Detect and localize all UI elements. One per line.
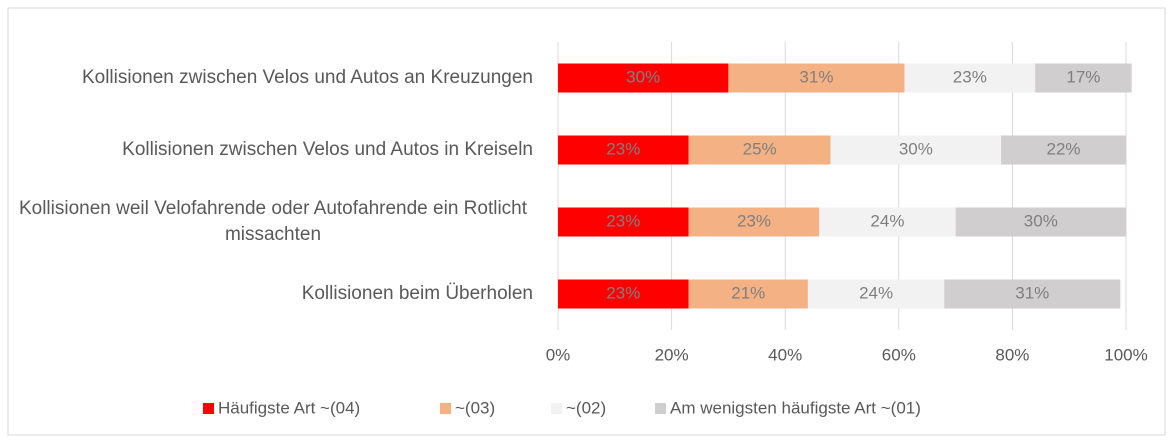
x-tick-label: 60% bbox=[882, 345, 916, 364]
x-tick-label: 20% bbox=[655, 345, 689, 364]
bar-segment bbox=[819, 207, 956, 237]
bar-segment bbox=[944, 279, 1121, 309]
legend-label: Häufigste Art ~(04) bbox=[218, 398, 360, 417]
bar-segment bbox=[807, 279, 945, 309]
data-label: 31% bbox=[1015, 283, 1049, 302]
bar-segment bbox=[1001, 135, 1126, 165]
category-label: Kollisionen weil Velofahrende oder Autof… bbox=[13, 196, 533, 248]
category-text: Kollisionen beim Überholen bbox=[301, 283, 533, 304]
category-text: Kollisionen zwischen Velos und Autos an … bbox=[81, 67, 533, 88]
bar-segment bbox=[728, 63, 905, 93]
data-label: 24% bbox=[859, 283, 893, 302]
chart-frame bbox=[7, 7, 1166, 436]
x-tick-label: 100% bbox=[1104, 345, 1147, 364]
data-label: 23% bbox=[953, 67, 987, 86]
legend-swatch bbox=[203, 403, 214, 414]
legend-swatch bbox=[655, 403, 666, 414]
legend-swatch bbox=[440, 403, 451, 414]
data-label: 21% bbox=[731, 283, 765, 302]
x-tick-label: 80% bbox=[995, 345, 1029, 364]
bar-segment bbox=[830, 135, 1002, 165]
data-label: 23% bbox=[737, 211, 771, 230]
data-label: 24% bbox=[870, 211, 904, 230]
bar-segment bbox=[558, 135, 689, 165]
data-label: 25% bbox=[743, 139, 777, 158]
category-label: Kollisionen zwischen Velos und Autos in … bbox=[13, 137, 533, 163]
x-tick-label: 40% bbox=[768, 345, 802, 364]
category-label: Kollisionen zwischen Velos und Autos an … bbox=[13, 65, 533, 91]
bar-segment bbox=[955, 207, 1126, 237]
legend-label: Am wenigsten häufigste Art ~(01) bbox=[670, 398, 921, 417]
legend-label: ~(02) bbox=[566, 398, 606, 417]
bar-segment bbox=[558, 279, 689, 309]
bar-segment bbox=[904, 63, 1036, 93]
legend-label: ~(03) bbox=[455, 398, 495, 417]
data-label: 31% bbox=[799, 67, 833, 86]
data-label: 30% bbox=[626, 67, 660, 86]
bar-segment bbox=[688, 279, 808, 309]
category-text: Kollisionen weil Velofahrende oder Autof… bbox=[18, 198, 528, 245]
data-label: 30% bbox=[1024, 211, 1058, 230]
bar-segment bbox=[558, 63, 729, 93]
legend-swatch bbox=[551, 403, 562, 414]
data-label: 23% bbox=[606, 139, 640, 158]
bar-segment bbox=[688, 207, 820, 237]
data-label: 23% bbox=[606, 283, 640, 302]
bar-segment bbox=[558, 207, 689, 237]
x-tick-label: 0% bbox=[546, 345, 571, 364]
bar-segment bbox=[688, 135, 831, 165]
category-text: Kollisionen zwischen Velos und Autos in … bbox=[122, 139, 533, 160]
data-label: 23% bbox=[606, 211, 640, 230]
data-label: 22% bbox=[1047, 139, 1081, 158]
category-label: Kollisionen beim Überholen bbox=[13, 281, 533, 307]
data-label: 30% bbox=[899, 139, 933, 158]
data-label: 17% bbox=[1066, 67, 1100, 86]
bar-segment bbox=[1035, 63, 1132, 93]
